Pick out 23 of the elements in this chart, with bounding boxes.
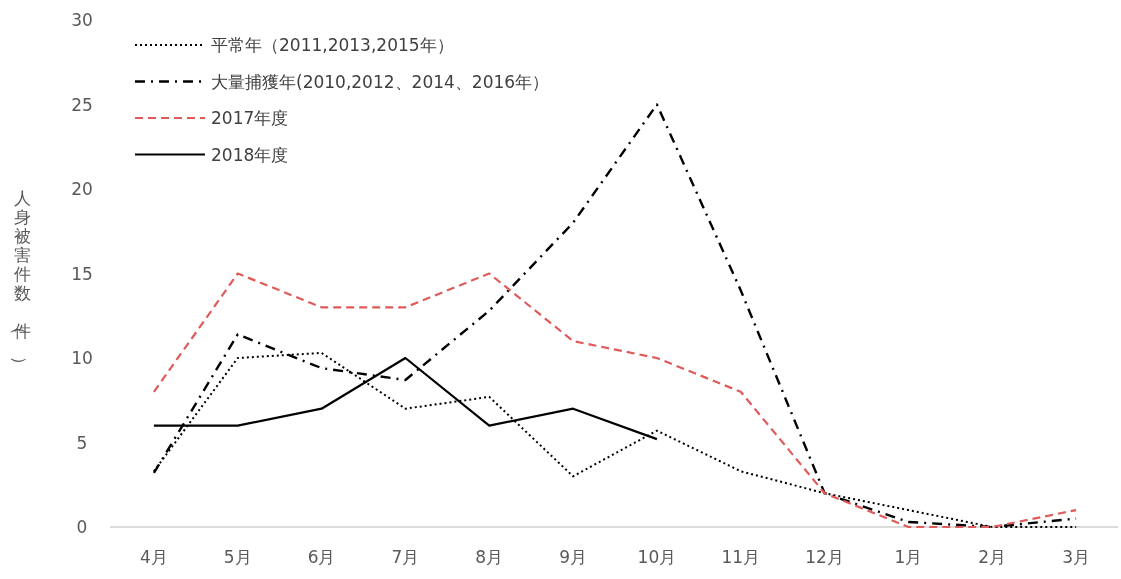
x-tick-label: 1月 xyxy=(894,547,923,567)
legend-label: 2018年度 xyxy=(211,144,289,165)
legend-label: 平常年（2011,2013,2015年） xyxy=(211,35,454,55)
x-tick-label: 10月 xyxy=(637,547,677,567)
x-tick-label: 3月 xyxy=(1062,547,1090,567)
y-tick-label: 10 xyxy=(71,348,93,368)
y-tick-label: 20 xyxy=(71,179,93,199)
x-tick-label: 7月 xyxy=(391,547,420,567)
x-tick-label: 9月 xyxy=(559,547,587,567)
y-tick-label: 5 xyxy=(76,432,88,453)
y-tick-label: 0 xyxy=(76,517,88,537)
x-tick-label: 2月 xyxy=(978,547,1007,567)
y-tick-label: 30 xyxy=(71,10,93,30)
x-tick-label: 12月 xyxy=(805,547,844,567)
legend-label: 大量捕獲年(2010,2012、2014、2016年） xyxy=(211,71,550,92)
y-tick-label: 15 xyxy=(71,263,93,284)
x-tick-label: 11月 xyxy=(721,547,761,567)
x-tick-label: 4月 xyxy=(140,547,168,567)
x-tick-label: 6月 xyxy=(307,547,336,567)
y-tick-label: 25 xyxy=(71,94,93,115)
x-tick-label: 8月 xyxy=(475,547,504,567)
legend-label: 2017年度 xyxy=(211,108,289,128)
x-tick-label: 5月 xyxy=(223,547,252,567)
